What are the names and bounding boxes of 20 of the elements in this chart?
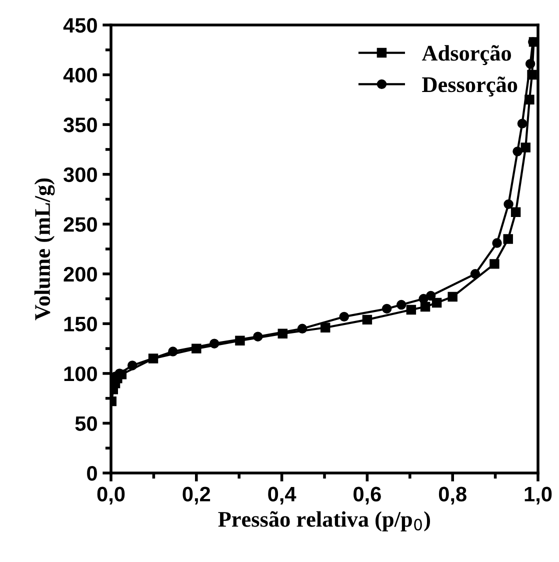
x-tick-label: 0,4 — [268, 486, 296, 505]
y-tick-label: 200 — [64, 266, 97, 282]
y-tick-label: 450 — [63, 18, 97, 33]
y-tick-label: 100 — [64, 366, 97, 382]
y-tick-label: 400 — [63, 68, 97, 83]
y-tick-label: 150 — [64, 316, 97, 332]
x-tick-label: 0,0 — [97, 486, 125, 505]
x-axis-title: Pressão relativa (p/p$_{0}$) — [218, 511, 430, 532]
x-tick-label: 0,6 — [354, 486, 381, 505]
x-tick-label: 0,2 — [182, 486, 210, 505]
x-tick-label: 1,0 — [524, 486, 552, 505]
y-tick-label: 300 — [64, 167, 97, 182]
y-tick-label: 350 — [64, 118, 97, 132]
y-tick-label: 0 — [87, 466, 97, 481]
x-tick-label: 0,8 — [438, 486, 466, 505]
y-tick-label: 250 — [64, 217, 97, 232]
legend-label: Dessorção — [422, 76, 518, 97]
legend-label: Adsorção — [422, 45, 511, 66]
y-tick-label: 50 — [75, 416, 97, 431]
y-axis-title: Volume (mL/g) — [34, 178, 55, 320]
